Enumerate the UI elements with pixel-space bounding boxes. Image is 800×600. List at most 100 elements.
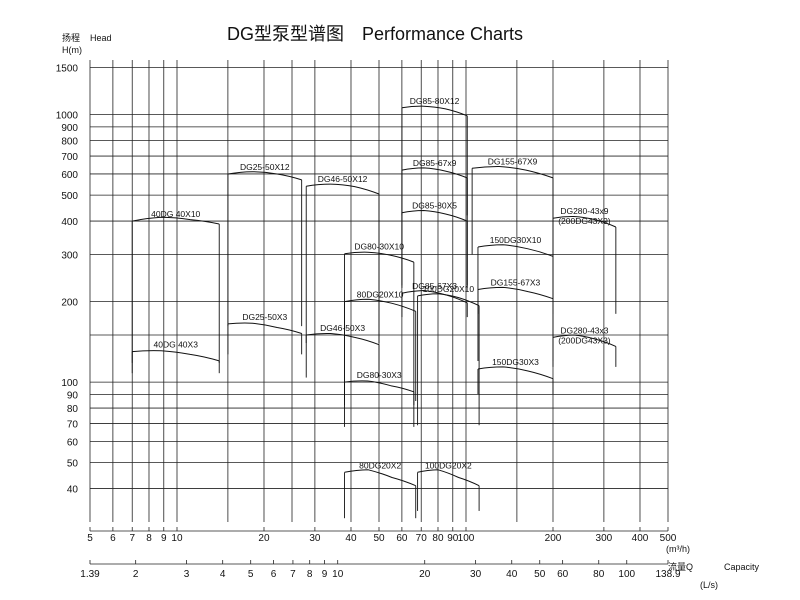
chart-title: DG型泵型谱图 Performance Charts (227, 24, 523, 44)
y-axis-label: 扬程 Head H(m) (62, 32, 112, 55)
x2-tick-label: 20 (419, 569, 431, 580)
y-tick-label: 600 (61, 170, 78, 181)
x-axis-m3h-unit: (m³/h) (666, 544, 690, 554)
pump-sub-label: (200DG43X3) (558, 335, 611, 345)
x2-tick-label: 8 (307, 569, 313, 580)
y-tick-label: 300 (61, 250, 78, 261)
pump-curve (401, 105, 468, 117)
pump-curve (227, 171, 302, 181)
x2-tick-label: 10 (332, 569, 344, 580)
x2-tick-label: 50 (534, 569, 546, 580)
y-tick-label: 200 (61, 298, 78, 309)
y-axis-label-en: Head (90, 33, 112, 43)
x-tick-label: 50 (373, 533, 385, 544)
x2-tick-label: 80 (593, 569, 605, 580)
y-tick-label: 50 (67, 459, 79, 470)
x-tick-label: 90 (447, 533, 459, 544)
pump-label: 80DG20X2 (359, 460, 401, 470)
x2-tick-label: 40 (506, 569, 518, 580)
pump-label: DG46-50X3 (320, 323, 365, 333)
pump-label: 40DG 40X10 (151, 209, 200, 219)
pump-label: DG280-43x9 (560, 206, 608, 216)
pump-label: DG155-67X9 (488, 156, 538, 166)
pump-curve (227, 322, 302, 334)
pump-curve (401, 167, 468, 179)
pump-label: DG80-30X10 (354, 242, 404, 252)
y-tick-label: 40 (67, 485, 79, 496)
pump-curve (472, 165, 554, 179)
x-axis-ls-unit: (L/s) (700, 580, 718, 590)
y-tick-label: 90 (67, 390, 79, 401)
y-tick-label: 800 (61, 137, 78, 148)
pump-sub-label: (200DG43X9) (558, 216, 611, 226)
pump-zones: 40DG 40X10 40DG 40X3 DG25-50X12 DG25-50X3 DG… (131, 96, 617, 519)
y-tick-label: 500 (61, 191, 78, 202)
y-axis-label-cn: 扬程 (62, 32, 80, 43)
x-tick-label: 7 (129, 533, 135, 544)
y-tick-label: 900 (61, 123, 78, 134)
y-tick-label: 60 (67, 437, 79, 448)
y-tick-label: 400 (61, 217, 78, 228)
pump-curve (132, 350, 220, 362)
x-tick-label: 10 (171, 533, 183, 544)
x2-tick-label: 4 (220, 569, 226, 580)
x2-tick-label: 7 (290, 569, 296, 580)
x2-tick-label: 100 (618, 569, 635, 580)
x2-tick-label: 9 (322, 569, 328, 580)
x-axis-ls-ticks: 1.39 2 3 4 5 6 7 8 9 10 20 30 40 50 60 80 100 138.9 (80, 560, 681, 580)
x-axis-m3h-ticks: 5 6 7 8 9 10 20 30 40 50 60 70 80 90 100 200 300 400 500 (87, 527, 677, 544)
pump-curve (401, 209, 468, 222)
pump-curve (552, 215, 617, 228)
x-tick-label: 9 (161, 533, 167, 544)
x-tick-label: 5 (87, 533, 93, 544)
x-tick-label: 40 (345, 533, 357, 544)
x-tick-label: 100 (458, 533, 475, 544)
y-axis-unit: H(m) (62, 45, 82, 55)
y-tick-label: 1500 (56, 63, 79, 74)
x2-tick-label: 30 (470, 569, 482, 580)
pump-curve (552, 334, 617, 347)
pump-label: DG46-50X12 (318, 174, 368, 184)
pump-label: DG85-67x9 (413, 158, 457, 168)
pump-label: 150DG30X10 (490, 235, 542, 245)
pump-curve (344, 380, 414, 393)
x2-tick-label: 138.9 (655, 569, 680, 580)
x-tick-label: 8 (146, 533, 152, 544)
pump-curve (477, 286, 554, 300)
y-tick-label: 700 (61, 152, 78, 163)
pump-label: 150DG30X3 (492, 357, 539, 367)
x-tick-label: 6 (110, 533, 116, 544)
x-tick-label: 70 (416, 533, 428, 544)
pump-curve (306, 183, 380, 195)
y-tick-label: 70 (67, 420, 79, 431)
x2-tick-label: 5 (248, 569, 254, 580)
pump-curve (132, 216, 220, 225)
x-tick-label: 30 (309, 533, 321, 544)
x2-tick-label: 1.39 (80, 569, 100, 580)
pump-curve (417, 469, 480, 487)
pump-label: 100DG20X2 (425, 460, 472, 470)
x-tick-label: 80 (432, 533, 444, 544)
x-tick-label: 200 (545, 533, 562, 544)
x-tick-label: 20 (258, 533, 270, 544)
pump-curve (477, 244, 554, 257)
pump-label: DG85-80X5 (412, 201, 457, 211)
pump-label: DG155-67X3 (491, 277, 541, 287)
x2-tick-label: 2 (133, 569, 139, 580)
pump-label: DG80-30X3 (357, 370, 402, 380)
pump-curve (344, 298, 416, 312)
x-axis-ls-label-en: Capacity (724, 562, 760, 572)
pump-curve (306, 332, 380, 346)
pump-curve (401, 289, 468, 304)
pump-label: DG85-67X3 (412, 281, 457, 291)
y-tick-label: 100 (61, 378, 78, 389)
pump-label: 40DG 40X3 (154, 340, 199, 350)
pump-curve (477, 366, 554, 380)
x-axis-ls-label-cn: 流量Q (668, 561, 693, 572)
pump-curve (417, 293, 480, 307)
pump-label: 100DG20X10 (423, 284, 475, 294)
pump-label: 80DG20X10 (357, 290, 404, 300)
x-tick-label: 300 (596, 533, 613, 544)
